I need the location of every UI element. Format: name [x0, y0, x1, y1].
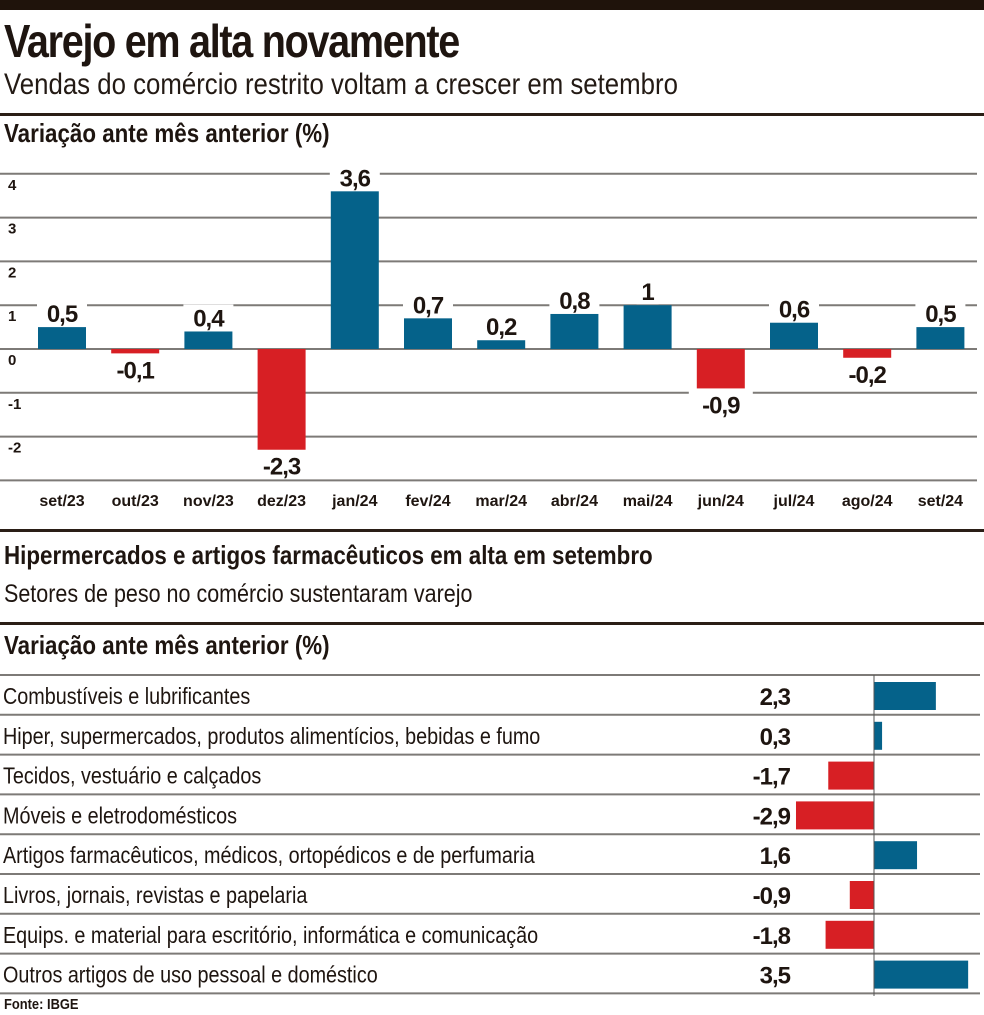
bar: [874, 841, 918, 870]
page-title: Varejo em alta novamente: [4, 15, 460, 67]
label-background: [688, 391, 753, 418]
monthly-bar-chart: 4 3 2 1 0 -1 -2 0,5 set/23 -0,1 out/23 0,4 nov/23 -2,…: [0, 164, 977, 510]
source-note: Fonte: IBGE: [4, 996, 79, 1013]
data-label: 0,2: [486, 314, 517, 341]
y-tick-label: 2: [8, 264, 16, 281]
label-background: [37, 300, 87, 327]
sector-bar-chart: Combustíveis e lubrificantes 2,3 Hiper, su…: [0, 674, 980, 996]
value-label: 0,3: [760, 724, 791, 751]
divider: [0, 113, 984, 116]
data-label: 0,4: [193, 305, 225, 332]
bar: [916, 327, 965, 349]
bar: [696, 349, 745, 389]
category-label: Tecidos, vestuário e calçados: [3, 763, 261, 789]
label-background: [636, 278, 659, 305]
y-tick-label: 4: [8, 177, 17, 194]
y-tick-label: 3: [8, 221, 16, 238]
data-label: 0,5: [925, 301, 956, 328]
y-tick-label: -1: [8, 396, 21, 413]
x-tick-label: out/23: [112, 493, 159, 510]
x-tick-label: set/23: [39, 493, 84, 510]
bar: [257, 349, 306, 450]
bar: [849, 881, 874, 909]
data-label: -0,2: [849, 362, 887, 389]
label-background: [183, 304, 234, 331]
x-tick-label: set/24: [918, 493, 963, 510]
label-background: [249, 452, 314, 479]
x-tick-label: mai/24: [623, 493, 673, 510]
x-tick-label: fev/24: [405, 493, 450, 510]
chart2-axis-title: Variação ante mês anterior (%): [4, 630, 330, 660]
value-label: -1,7: [753, 764, 791, 791]
data-label: 0,5: [47, 301, 78, 328]
label-background: [476, 313, 527, 340]
value-label: -1,8: [753, 923, 791, 950]
label-background: [549, 286, 600, 313]
bar: [825, 920, 874, 949]
data-label: 3,6: [340, 165, 371, 192]
bar: [330, 191, 379, 349]
label-background: [835, 360, 900, 387]
data-label: 1: [641, 279, 654, 306]
data-label: 0,6: [779, 297, 810, 324]
divider: [0, 622, 984, 625]
value-label: 1,6: [760, 843, 791, 870]
bar: [477, 340, 526, 349]
label-background: [403, 291, 453, 318]
bar: [38, 327, 86, 349]
label-background: [329, 164, 380, 191]
chart2-title: Hipermercados e artigos farmacêuticos em…: [4, 540, 653, 570]
category-label: Artigos farmacêuticos, médicos, ortopédi…: [3, 843, 535, 869]
value-label: 2,3: [760, 684, 791, 711]
bar: [770, 322, 818, 349]
data-label: 0,7: [413, 292, 444, 319]
x-tick-label: dez/23: [257, 493, 306, 510]
x-tick-label: ago/24: [842, 493, 893, 510]
bar: [843, 349, 892, 358]
bar: [404, 318, 452, 349]
bar: [828, 761, 874, 790]
chart2-subtitle: Setores de peso no comércio sustentaram …: [4, 580, 473, 608]
bar: [874, 960, 969, 989]
data-label: 0,8: [559, 288, 590, 315]
x-tick-label: jul/24: [773, 493, 815, 510]
y-tick-label: 1: [8, 308, 16, 325]
value-label: 3,5: [760, 963, 791, 990]
x-tick-label: jun/24: [697, 493, 744, 510]
x-tick-label: nov/23: [183, 493, 234, 510]
x-tick-label: mar/24: [475, 493, 527, 510]
bar: [111, 349, 160, 354]
value-label: -0,9: [753, 883, 791, 910]
x-tick-label: abr/24: [551, 493, 598, 510]
category-label: Hiper, supermercados, produtos alimentíc…: [3, 723, 540, 749]
data-label: -0,9: [702, 392, 740, 419]
label-background: [915, 300, 966, 327]
category-label: Outros artigos de uso pessoal e doméstic…: [3, 962, 378, 988]
category-label: Equips. e material para escritório, info…: [3, 922, 538, 948]
y-tick-label: -2: [8, 440, 21, 457]
x-tick-label: jan/24: [331, 493, 377, 510]
page-subtitle: Vendas do comércio restrito voltam a cre…: [4, 68, 678, 101]
bar: [623, 305, 672, 349]
bar: [795, 801, 874, 830]
category-label: Combustíveis e lubrificantes: [3, 684, 250, 710]
divider: [0, 529, 984, 532]
data-label: -2,3: [263, 454, 301, 481]
bar: [184, 331, 233, 349]
bar: [874, 721, 883, 750]
data-label: -0,1: [117, 357, 155, 384]
chart1-title: Variação ante mês anterior (%): [4, 118, 330, 148]
y-tick-label: 0: [8, 352, 16, 369]
category-label: Móveis e eletrodomésticos: [3, 803, 237, 829]
bar: [550, 313, 599, 349]
category-label: Livros, jornais, revistas e papelaria: [3, 883, 307, 909]
top-bar: [0, 0, 984, 10]
label-background: [769, 295, 819, 322]
label-background: [103, 356, 168, 383]
value-label: -2,9: [753, 803, 791, 830]
bar: [874, 682, 936, 710]
